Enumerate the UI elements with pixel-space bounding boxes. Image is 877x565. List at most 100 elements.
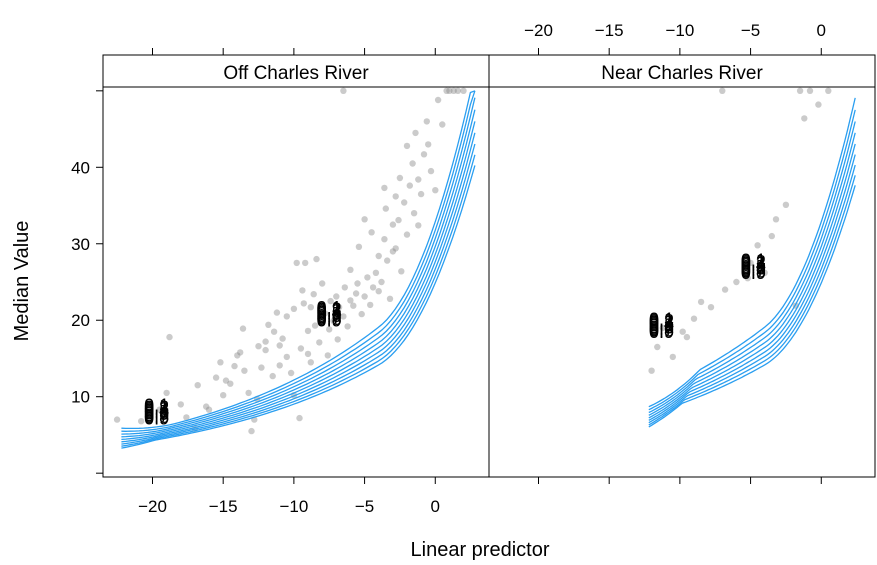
data-point [319, 315, 326, 322]
data-point [307, 304, 314, 311]
data-point [304, 350, 312, 358]
data-point [669, 353, 676, 361]
data-point [733, 278, 740, 286]
data-point [427, 167, 435, 175]
data-point [761, 269, 768, 276]
data-point [333, 293, 340, 300]
data-point [648, 367, 655, 374]
y-tick-label: 20 [71, 311, 90, 330]
data-point [403, 142, 411, 150]
data-point [296, 414, 303, 422]
data-point [420, 151, 428, 158]
quantile-label: 0.5 [741, 257, 766, 277]
data-point [300, 300, 307, 307]
data-point [409, 160, 416, 167]
data-point [434, 96, 442, 104]
data-point [721, 286, 729, 293]
strip-label-1: Off Charles River [223, 63, 369, 84]
quantile-label: 0.3 [741, 254, 766, 274]
quantile-label: 0.2 [649, 311, 674, 331]
data-point [375, 288, 382, 295]
data-point [245, 389, 252, 397]
data-point [340, 87, 347, 95]
data-point [321, 310, 329, 317]
data-point [205, 406, 213, 413]
data-point [297, 345, 305, 352]
data-point [406, 182, 413, 189]
data-point [347, 266, 354, 273]
quantile-label: 0.6 [144, 404, 169, 424]
data-point [432, 187, 439, 194]
points-1 [113, 87, 467, 435]
data-point [217, 359, 224, 366]
quantile-label: 0.2 [144, 397, 169, 417]
data-point [163, 389, 170, 397]
quantile-curve [648, 132, 856, 416]
data-point [227, 380, 234, 387]
data-point [183, 414, 190, 421]
quantile-label: 0.4 [649, 314, 674, 334]
data-point [283, 353, 290, 361]
data-point [341, 284, 348, 291]
data-point [372, 269, 380, 276]
data-point [212, 374, 220, 381]
data-point [273, 309, 281, 316]
quantile-label: 0.2 [317, 299, 342, 319]
data-point [410, 210, 418, 217]
data-point [255, 343, 262, 350]
panel-frame-2 [488, 86, 876, 478]
data-point [241, 367, 248, 374]
data-point [258, 364, 265, 371]
quantile-label: 0.3 [144, 399, 169, 419]
data-point [326, 326, 333, 333]
x-tick-label: −5 [741, 21, 760, 40]
quantile-label: 0.6 [317, 306, 342, 326]
quantile-label: 0.2 [741, 252, 766, 272]
data-point [782, 201, 790, 208]
data-point [417, 190, 425, 198]
data-point [347, 297, 354, 304]
quantile-curve [121, 90, 476, 430]
quantile-curve [121, 90, 476, 432]
data-point [396, 174, 404, 182]
data-point [815, 101, 822, 108]
quantile-label: 0.7 [741, 260, 766, 280]
data-point [382, 205, 389, 212]
data-point [310, 291, 317, 298]
quantile-curve [121, 132, 476, 443]
data-point [262, 338, 269, 345]
x-tick-label: −15 [595, 21, 624, 40]
data-point [719, 87, 726, 95]
data-point [287, 369, 295, 377]
quantile-curve [648, 97, 856, 408]
data-point [293, 259, 300, 267]
x-tick-label: 0 [431, 497, 440, 516]
data-point [311, 322, 319, 329]
data-point [378, 278, 385, 286]
data-point [368, 229, 375, 236]
quantile-label: 0.7 [144, 405, 169, 425]
plot-area: Off Charles River0.10.20.30.40.50.60.70.… [71, 21, 876, 516]
data-point [283, 313, 290, 320]
x-tick-label: −10 [279, 497, 308, 516]
points-2 [648, 87, 832, 374]
quantile-label: 0.5 [144, 402, 169, 422]
data-point [392, 193, 399, 200]
quantile-label: 0.8 [649, 321, 674, 341]
quantile-label: 0.7 [317, 307, 342, 327]
data-point [412, 129, 419, 137]
data-point [239, 325, 247, 332]
quantile-curve [121, 97, 476, 435]
data-point [443, 87, 450, 95]
quantile-label: 0.5 [649, 316, 674, 336]
quantile-curve [648, 154, 856, 421]
data-point [156, 406, 163, 413]
data-point [439, 121, 446, 128]
quantile-label: 0.1 [741, 250, 766, 270]
data-point [454, 87, 462, 95]
quantile-label: 0.4 [741, 255, 766, 275]
data-point [304, 327, 312, 335]
quantile-label: 0.3 [317, 301, 342, 321]
data-point [690, 315, 698, 322]
data-point [415, 176, 422, 183]
